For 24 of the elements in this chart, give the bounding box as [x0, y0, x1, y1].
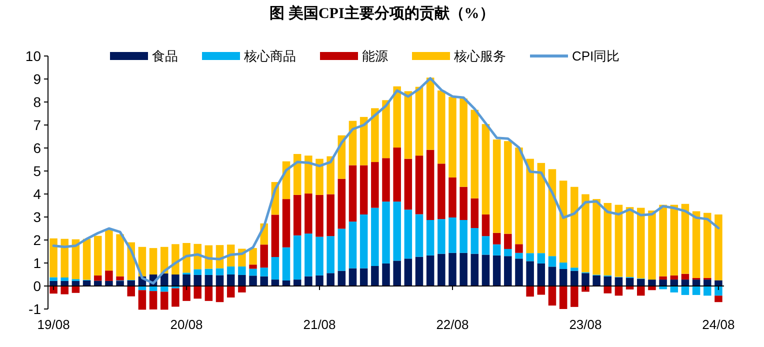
y-tick-label: 8	[33, 94, 42, 110]
y-tick-label: 2	[33, 232, 42, 248]
x-tick-label: 24/08	[702, 317, 735, 332]
x-tick-label: 22/08	[436, 317, 469, 332]
x-tick-label: 21/08	[303, 317, 336, 332]
legend-label: 核心服务	[453, 48, 506, 64]
y-tick-label: 1	[33, 255, 42, 271]
x-tick-label: 20/08	[170, 317, 203, 332]
chart-title: 图 美国CPI主要分项的贡献（%）	[270, 4, 494, 22]
legend-label: 核心商品	[243, 48, 296, 64]
y-tick-label: 0	[33, 278, 42, 294]
x-tick-label: 19/08	[37, 317, 70, 332]
y-tick-label: 7	[33, 117, 42, 133]
y-tick-label: 6	[33, 140, 42, 156]
legend-label: 食品	[152, 48, 178, 64]
y-tick-label: 4	[33, 186, 42, 202]
y-tick-label: 3	[33, 209, 42, 225]
legend-label: CPI同比	[572, 48, 620, 64]
y-tick-label: -1	[28, 301, 42, 317]
x-tick-label: 23/08	[569, 317, 602, 332]
y-tick-label: 9	[33, 71, 42, 87]
legend-label: 能源	[362, 48, 388, 64]
y-tick-label: 10	[25, 48, 42, 64]
y-tick-label: 5	[33, 163, 42, 179]
